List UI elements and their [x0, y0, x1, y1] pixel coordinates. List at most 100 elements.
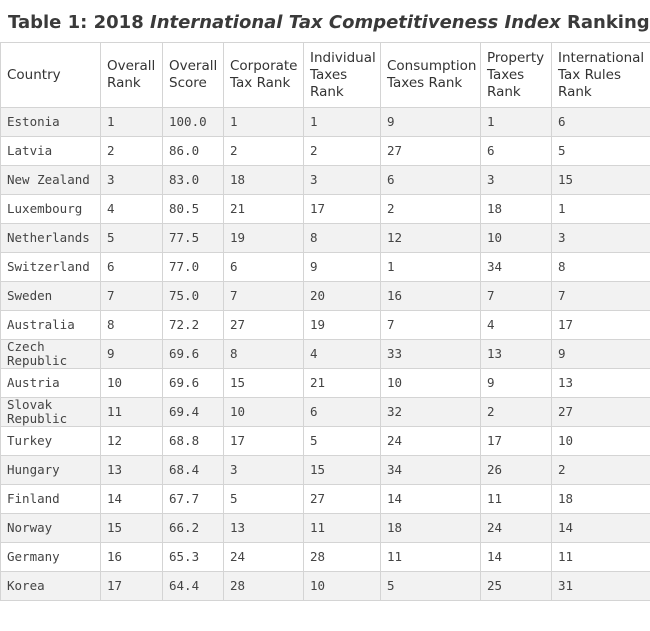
- rank-cell: 12: [100, 426, 163, 456]
- table-row: Slovak Republic 11 69.4 10 6 32 2 27: [0, 397, 650, 427]
- rank-cell: 15: [303, 455, 381, 485]
- country-cell: Switzerland: [0, 252, 101, 282]
- country-cell: Sweden: [0, 281, 101, 311]
- rank-cell: 11: [100, 397, 163, 427]
- rank-cell: 1: [480, 107, 552, 137]
- rank-cell: 15: [551, 165, 650, 195]
- country-cell: Netherlands: [0, 223, 101, 253]
- country-cell: Slovak Republic: [0, 397, 101, 427]
- rank-cell: 17: [303, 194, 381, 224]
- rank-cell: 24: [380, 426, 481, 456]
- rank-cell: 72.2: [162, 310, 224, 340]
- title-suffix: Rankings: [567, 12, 650, 33]
- rank-cell: 5: [303, 426, 381, 456]
- rank-cell: 11: [380, 542, 481, 572]
- rank-cell: 17: [480, 426, 552, 456]
- rank-cell: 32: [380, 397, 481, 427]
- table-row: Turkey 12 68.8 17 5 24 17 10: [0, 426, 650, 456]
- rank-cell: 27: [551, 397, 650, 427]
- country-cell: Turkey: [0, 426, 101, 456]
- rank-cell: 5: [380, 571, 481, 601]
- rank-cell: 4: [100, 194, 163, 224]
- rank-cell: 77.0: [162, 252, 224, 282]
- rank-cell: 83.0: [162, 165, 224, 195]
- rank-cell: 31: [551, 571, 650, 601]
- column-header: Overall Score: [162, 42, 224, 108]
- title: Table 1: 2018 International Tax Competit…: [0, 0, 650, 42]
- rank-cell: 68.8: [162, 426, 224, 456]
- rank-cell: 15: [100, 513, 163, 543]
- column-header: Overall Rank: [100, 42, 163, 108]
- rank-cell: 8: [303, 223, 381, 253]
- rank-cell: 15: [223, 368, 304, 398]
- table-row: Finland 14 67.7 5 27 14 11 18: [0, 484, 650, 514]
- rank-cell: 14: [551, 513, 650, 543]
- column-header: Corporate Tax Rank: [223, 42, 304, 108]
- table-row: Austria 10 69.6 15 21 10 9 13: [0, 368, 650, 398]
- rank-cell: 1: [551, 194, 650, 224]
- country-cell: Hungary: [0, 455, 101, 485]
- rank-cell: 27: [223, 310, 304, 340]
- rank-cell: 14: [100, 484, 163, 514]
- rank-cell: 64.4: [162, 571, 224, 601]
- rank-cell: 9: [303, 252, 381, 282]
- rank-cell: 9: [100, 339, 163, 369]
- rank-cell: 8: [100, 310, 163, 340]
- title-emphasis: International Tax Competitiveness Index: [150, 12, 561, 33]
- rank-cell: 8: [223, 339, 304, 369]
- table-row: Estonia 1 100.0 1 1 9 1 6: [0, 107, 650, 137]
- rank-cell: 5: [100, 223, 163, 253]
- rank-cell: 9: [380, 107, 481, 137]
- column-header: Consumption Taxes Rank: [380, 42, 481, 108]
- table-row: Sweden 7 75.0 7 20 16 7 7: [0, 281, 650, 311]
- column-header: Individual Taxes Rank: [303, 42, 381, 108]
- rank-cell: 17: [223, 426, 304, 456]
- rank-cell: 17: [551, 310, 650, 340]
- rank-cell: 69.4: [162, 397, 224, 427]
- rank-cell: 10: [480, 223, 552, 253]
- rank-cell: 6: [551, 107, 650, 137]
- rank-cell: 33: [380, 339, 481, 369]
- country-cell: Czech Republic: [0, 339, 101, 369]
- column-header: Property Taxes Rank: [480, 42, 552, 108]
- table-row: Latvia 2 86.0 2 2 27 6 5: [0, 136, 650, 166]
- country-cell: Finland: [0, 484, 101, 514]
- country-cell: Korea: [0, 571, 101, 601]
- rank-cell: 2: [223, 136, 304, 166]
- rank-cell: 3: [551, 223, 650, 253]
- rank-cell: 13: [551, 368, 650, 398]
- rank-cell: 3: [480, 165, 552, 195]
- column-header: Country: [0, 42, 101, 108]
- table-row: Czech Republic 9 69.6 8 4 33 13 9: [0, 339, 650, 369]
- rank-cell: 26: [480, 455, 552, 485]
- rank-cell: 28: [223, 571, 304, 601]
- rank-cell: 6: [480, 136, 552, 166]
- title-prefix: Table 1: 2018: [8, 12, 144, 33]
- rank-cell: 3: [223, 455, 304, 485]
- rank-cell: 1: [303, 107, 381, 137]
- rank-cell: 16: [380, 281, 481, 311]
- rank-cell: 9: [551, 339, 650, 369]
- rank-cell: 17: [100, 571, 163, 601]
- table-row: Luxembourg 4 80.5 21 17 2 18 1: [0, 194, 650, 224]
- rank-cell: 19: [303, 310, 381, 340]
- rank-cell: 27: [380, 136, 481, 166]
- table-row: Switzerland 6 77.0 6 9 1 34 8: [0, 252, 650, 282]
- rank-cell: 86.0: [162, 136, 224, 166]
- country-cell: Australia: [0, 310, 101, 340]
- rank-cell: 13: [480, 339, 552, 369]
- rank-cell: 69.6: [162, 368, 224, 398]
- rank-cell: 14: [480, 542, 552, 572]
- rank-cell: 3: [100, 165, 163, 195]
- table-row: Germany 16 65.3 24 28 11 14 11: [0, 542, 650, 572]
- column-header: International Tax Rules Rank: [551, 42, 650, 108]
- rank-cell: 18: [480, 194, 552, 224]
- rank-cell: 34: [380, 455, 481, 485]
- rank-cell: 2: [551, 455, 650, 485]
- rank-cell: 6: [100, 252, 163, 282]
- table-row: Australia 8 72.2 27 19 7 4 17: [0, 310, 650, 340]
- rank-cell: 5: [551, 136, 650, 166]
- rank-cell: 21: [223, 194, 304, 224]
- rank-cell: 2: [380, 194, 481, 224]
- rank-cell: 7: [480, 281, 552, 311]
